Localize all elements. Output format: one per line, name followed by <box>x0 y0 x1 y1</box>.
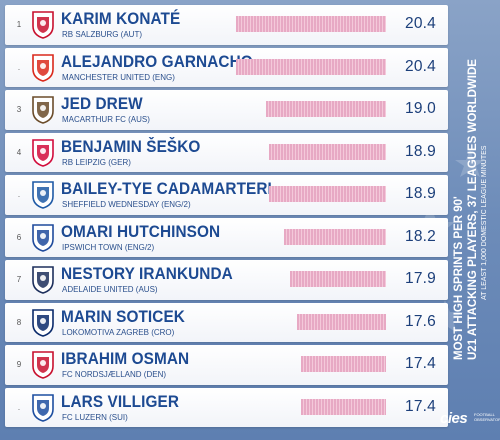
chart-title: MOST HIGH SPRINTS PER 90' <box>453 196 465 360</box>
club-name: ADELAIDE UNITED (AUS) <box>62 285 158 294</box>
value-label: 19.0 <box>405 100 436 117</box>
bar <box>236 58 386 75</box>
bar <box>236 16 386 32</box>
player-name: BENJAMIN ŠEŠKO <box>61 137 201 156</box>
manchester-united-crest-icon <box>32 53 54 82</box>
cies-logo-subtitle: FOOTBALL OBSERVATORY <box>474 412 500 422</box>
macarthur-fc-crest-icon <box>32 96 54 124</box>
lokomotiva-zagreb-crest-icon <box>32 308 54 337</box>
bar <box>266 101 386 117</box>
table-row: 3 JED DREW MACARTHUR FC (AUS) 19.0 <box>5 90 448 130</box>
rank-label: 4 <box>16 147 22 157</box>
value-label: 17.4 <box>405 355 436 372</box>
table-row: 9 IBRAHIM OSMAN FC NORDSJÆLLAND (DEN) 17.4 <box>5 345 448 385</box>
table-row: 6 OMARI HUTCHINSON IPSWICH TOWN (ENG/2) 18.… <box>5 217 448 257</box>
bar <box>268 143 386 160</box>
table-row: 7 NESTORY IRANKUNDA ADELAIDE UNITED (AUS) 1… <box>5 260 448 300</box>
bar <box>268 186 386 202</box>
ranking-list: 1 KARIM KONATÉ RB SALZBURG (AUT) 20.4. ALEJA… <box>5 5 448 430</box>
player-name: OMARI HUTCHINSON <box>61 222 221 241</box>
table-row: . LARS VILLIGER FC LUZERN (SUI) 17.4 <box>5 387 448 427</box>
rb-salzburg-crest-icon <box>32 11 54 39</box>
value-label: 20.4 <box>405 57 436 75</box>
club-name: MANCHESTER UNITED (ENG) <box>62 72 175 82</box>
club-name: RB SALZBURG (AUT) <box>62 30 143 39</box>
player-name: BAILEY-TYE CADAMARTERI <box>61 180 272 198</box>
club-name: FC LUZERN (SUI) <box>62 412 128 422</box>
rank-label: . <box>17 402 21 412</box>
rb-leipzig-crest-icon <box>32 138 54 167</box>
player-name: JED DREW <box>61 95 143 113</box>
adelaide-united-crest-icon <box>32 266 54 294</box>
player-name: IBRAHIM OSMAN <box>61 350 190 368</box>
value-label: 17.9 <box>405 270 436 287</box>
sheffield-wednesday-crest-icon <box>32 181 54 209</box>
value-label: 17.4 <box>405 397 436 415</box>
table-row: 8 MARIN SOTICEK LOKOMOTIVA ZAGREB (CRO) 17.… <box>5 302 448 342</box>
value-label: 20.4 <box>405 15 436 32</box>
player-name: KARIM KONATÉ <box>61 10 181 28</box>
club-name: SHEFFIELD WEDNESDAY (ENG/2) <box>62 200 191 209</box>
table-row: . ALEJANDRO GARNACHO MANCHESTER UNITED (EN… <box>5 47 448 87</box>
value-label: 18.9 <box>405 185 436 202</box>
fc-nordsjaelland-crest-icon <box>32 351 54 379</box>
ipswich-town-crest-icon <box>32 223 54 252</box>
rank-label: . <box>17 190 21 199</box>
club-name: LOKOMOTIVA ZAGREB (CRO) <box>62 327 175 337</box>
chart-note: AT LEAST 1,000 DOMESTIC LEAGUE MINUTES <box>481 145 488 300</box>
player-name: MARIN SOTICEK <box>61 307 185 326</box>
bar <box>296 313 386 330</box>
rank-label: 7 <box>16 275 22 284</box>
cies-logo: cies <box>440 410 468 427</box>
table-row: . BAILEY-TYE CADAMARTERI SHEFFIELD WEDNESD… <box>5 175 448 215</box>
player-name: ALEJANDRO GARNACHO <box>61 52 253 71</box>
table-row: 1 KARIM KONATÉ RB SALZBURG (AUT) 20.4 <box>5 5 448 45</box>
club-name: RB LEIPZIG (GER) <box>62 157 131 167</box>
table-row: 4 BENJAMIN ŠEŠKO RB LEIPZIG (GER) 18.9 <box>5 132 448 172</box>
rank-label: . <box>17 62 21 72</box>
bar <box>283 228 386 245</box>
club-name: FC NORDSJÆLLAND (DEN) <box>62 370 167 379</box>
rank-label: 9 <box>16 360 22 369</box>
bar <box>290 271 386 287</box>
chart-subtitle: U21 ATTACKING PLAYERS, 37 LEAGUES WORLDW… <box>467 59 479 360</box>
rank-label: 8 <box>16 317 22 327</box>
club-name: MACARTHUR FC (AUS) <box>62 115 150 124</box>
rank-label: 6 <box>16 232 22 242</box>
rank-label: 3 <box>16 105 22 114</box>
rank-label: 1 <box>16 20 22 29</box>
value-label: 17.6 <box>405 312 436 330</box>
bar <box>301 356 386 372</box>
value-label: 18.9 <box>405 142 436 160</box>
club-name: IPSWICH TOWN (ENG/2) <box>62 242 155 252</box>
fc-luzern-crest-icon <box>32 393 54 422</box>
player-name: LARS VILLIGER <box>61 392 180 411</box>
player-name: NESTORY IRANKUNDA <box>61 265 233 283</box>
value-label: 18.2 <box>405 227 436 245</box>
bar <box>301 398 386 415</box>
